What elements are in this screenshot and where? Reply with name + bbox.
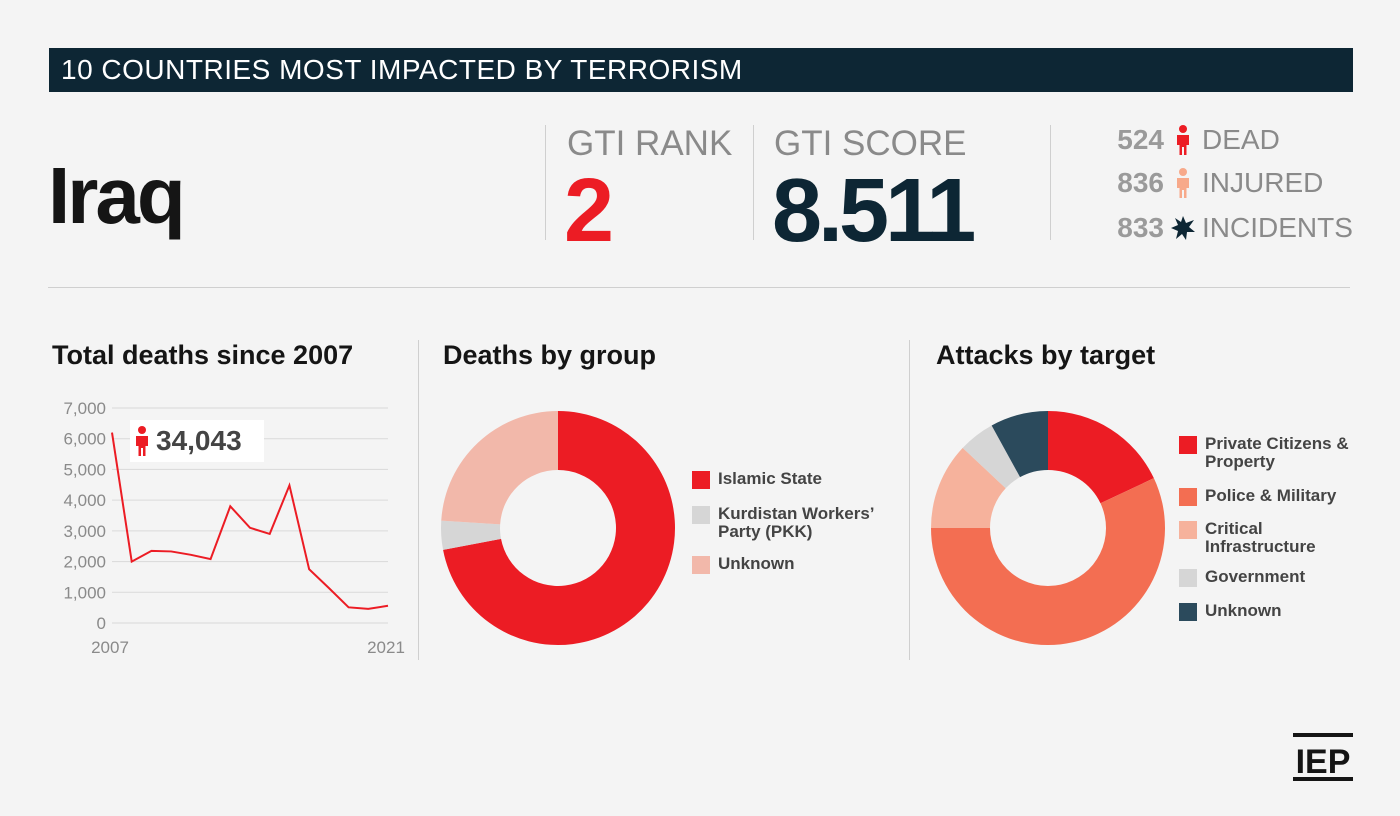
kpi-injured-label: INJURED bbox=[1202, 167, 1324, 198]
y-tick-label: 7,000 bbox=[63, 399, 106, 418]
donut-chart-title: Attacks by target bbox=[936, 340, 1156, 370]
explosion-icon bbox=[1164, 210, 1202, 246]
country-name: Iraq bbox=[48, 151, 186, 240]
kpi-dead: 524 DEAD bbox=[1100, 122, 1280, 158]
legend-swatch bbox=[1179, 521, 1197, 539]
x-tick-label: 2021 bbox=[367, 638, 405, 657]
divider bbox=[545, 125, 546, 240]
gti-score-label: GTI SCORE bbox=[774, 124, 967, 163]
legend-swatch bbox=[1179, 603, 1197, 621]
legend-item: Unknown bbox=[1179, 602, 1369, 621]
y-tick-label: 2,000 bbox=[63, 553, 106, 572]
deaths-by-group-donut bbox=[441, 411, 675, 645]
gti-rank-value: 2 bbox=[564, 161, 614, 261]
x-tick-label: 2007 bbox=[91, 638, 129, 657]
legend-swatch bbox=[692, 556, 710, 574]
gti-score-value: 8.511 bbox=[772, 161, 976, 261]
divider bbox=[418, 340, 419, 660]
legend-item: Unknown bbox=[692, 555, 882, 574]
attacks-by-target-donut bbox=[931, 411, 1165, 645]
kpi-injured-value: 836 bbox=[1117, 167, 1164, 198]
legend-label: Government bbox=[1205, 567, 1306, 586]
legend-label: Unknown bbox=[1205, 601, 1282, 620]
banner-title: 10 COUNTRIES MOST IMPACTED BY TERRORISM bbox=[49, 48, 1353, 92]
y-tick-label: 5,000 bbox=[63, 460, 106, 479]
person-icon bbox=[1164, 122, 1202, 158]
legend-label: Islamic State bbox=[718, 469, 822, 488]
legend-label: Critical Infrastructure bbox=[1205, 519, 1316, 556]
series-line bbox=[111, 432, 389, 610]
pie-slice bbox=[931, 478, 1165, 645]
y-tick-label: 1,000 bbox=[63, 583, 106, 602]
legend-item: Government bbox=[1179, 568, 1369, 587]
legend-label: Unknown bbox=[718, 554, 795, 573]
kpi-incidents-value: 833 bbox=[1117, 212, 1164, 243]
pie-slice bbox=[443, 411, 675, 645]
y-tick-label: 6,000 bbox=[63, 430, 106, 449]
legend-swatch bbox=[1179, 436, 1197, 454]
legend-swatch bbox=[1179, 488, 1197, 506]
divider bbox=[753, 125, 754, 240]
legend-label: Kurdistan Workers’ Party (PKK) bbox=[718, 504, 874, 541]
logo-text: IEP bbox=[1296, 743, 1351, 781]
total-deaths-callout: 34,043 bbox=[130, 420, 264, 462]
legend-item: Islamic State bbox=[692, 470, 882, 489]
legend-item: Private Citizens & Property bbox=[1179, 435, 1369, 471]
pie-slice bbox=[991, 411, 1048, 478]
legend-item: Police & Military bbox=[1179, 487, 1369, 506]
legend-swatch bbox=[1179, 569, 1197, 587]
person-icon bbox=[1164, 165, 1202, 201]
pie-slice bbox=[962, 425, 1021, 489]
donut-chart-title: Deaths by group bbox=[443, 340, 657, 370]
legend-label: Private Citizens & Property bbox=[1205, 434, 1349, 471]
person-icon bbox=[130, 423, 154, 459]
legend-swatch bbox=[692, 506, 710, 524]
gti-rank-label: GTI RANK bbox=[567, 124, 733, 163]
divider bbox=[909, 340, 910, 660]
pie-slice bbox=[441, 520, 502, 550]
y-tick-label: 0 bbox=[97, 614, 106, 633]
section-divider bbox=[48, 287, 1350, 288]
kpi-incidents-label: INCIDENTS bbox=[1202, 212, 1353, 243]
line-chart-title: Total deaths since 2007 bbox=[52, 340, 354, 370]
y-tick-label: 4,000 bbox=[63, 491, 106, 510]
kpi-dead-label: DEAD bbox=[1202, 124, 1280, 155]
iep-logo: IEP bbox=[1293, 733, 1353, 781]
line-chart: 7,000 6,000 5,000 4,000 3,000 2,000 1,000 0 2007… bbox=[63, 399, 405, 657]
pie-slice bbox=[1048, 411, 1154, 504]
legend-item: Kurdistan Workers’ Party (PKK) bbox=[692, 505, 882, 541]
kpi-incidents: 833 INCIDENTS bbox=[1100, 210, 1353, 246]
legend-swatch bbox=[692, 471, 710, 489]
pie-slice bbox=[441, 411, 558, 525]
kpi-dead-value: 524 bbox=[1117, 124, 1164, 155]
divider bbox=[1050, 125, 1051, 240]
legend-item: Critical Infrastructure bbox=[1179, 520, 1369, 556]
pie-slice bbox=[931, 447, 1006, 528]
y-tick-label: 3,000 bbox=[63, 522, 106, 541]
legend-label: Police & Military bbox=[1205, 486, 1337, 505]
total-deaths-value: 34,043 bbox=[156, 425, 242, 456]
kpi-injured: 836 INJURED bbox=[1100, 165, 1323, 201]
